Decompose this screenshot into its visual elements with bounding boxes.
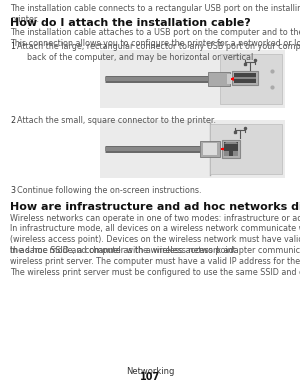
- FancyBboxPatch shape: [220, 54, 282, 104]
- Text: Attach the small, square connector to the printer.: Attach the small, square connector to th…: [17, 116, 216, 125]
- FancyBboxPatch shape: [227, 74, 231, 84]
- FancyBboxPatch shape: [212, 75, 226, 83]
- FancyBboxPatch shape: [232, 71, 258, 85]
- FancyBboxPatch shape: [100, 50, 285, 108]
- Text: The installation cable attaches to a USB port on the computer and to the square : The installation cable attaches to a USB…: [10, 28, 300, 48]
- Text: How are infrastructure and ad hoc networks different?: How are infrastructure and ad hoc networ…: [10, 202, 300, 212]
- FancyBboxPatch shape: [224, 151, 229, 156]
- FancyBboxPatch shape: [234, 77, 256, 79]
- FancyBboxPatch shape: [200, 141, 220, 157]
- FancyBboxPatch shape: [208, 72, 230, 86]
- Text: Networking: Networking: [126, 367, 174, 376]
- Text: In ad hoc mode, a computer with a wireless network adapter communicates directly: In ad hoc mode, a computer with a wirele…: [10, 246, 300, 277]
- Text: 3: 3: [10, 186, 15, 195]
- Text: The installation cable connects to a rectangular USB port on the installing comp: The installation cable connects to a rec…: [10, 4, 300, 24]
- FancyBboxPatch shape: [234, 73, 256, 83]
- FancyBboxPatch shape: [233, 151, 238, 156]
- FancyBboxPatch shape: [210, 124, 282, 174]
- FancyBboxPatch shape: [100, 120, 285, 178]
- FancyBboxPatch shape: [203, 143, 217, 155]
- Text: 1: 1: [10, 42, 15, 51]
- Text: 2: 2: [10, 116, 15, 125]
- Polygon shape: [224, 142, 238, 144]
- Text: Continue following the on-screen instructions.: Continue following the on-screen instruc…: [17, 186, 202, 195]
- FancyBboxPatch shape: [222, 140, 240, 158]
- Text: How do I attach the installation cable?: How do I attach the installation cable?: [10, 18, 251, 28]
- Text: Attach the large, rectangular connector to any USB port on your computer. USB po: Attach the large, rectangular connector …: [17, 42, 300, 62]
- Text: 107: 107: [140, 372, 160, 382]
- Text: Wireless networks can operate in one of two modes: infrastructure or ad hoc.: Wireless networks can operate in one of …: [10, 214, 300, 223]
- FancyBboxPatch shape: [224, 142, 238, 156]
- Text: In infrastructure mode, all devices on a wireless network communicate with each : In infrastructure mode, all devices on a…: [10, 224, 300, 255]
